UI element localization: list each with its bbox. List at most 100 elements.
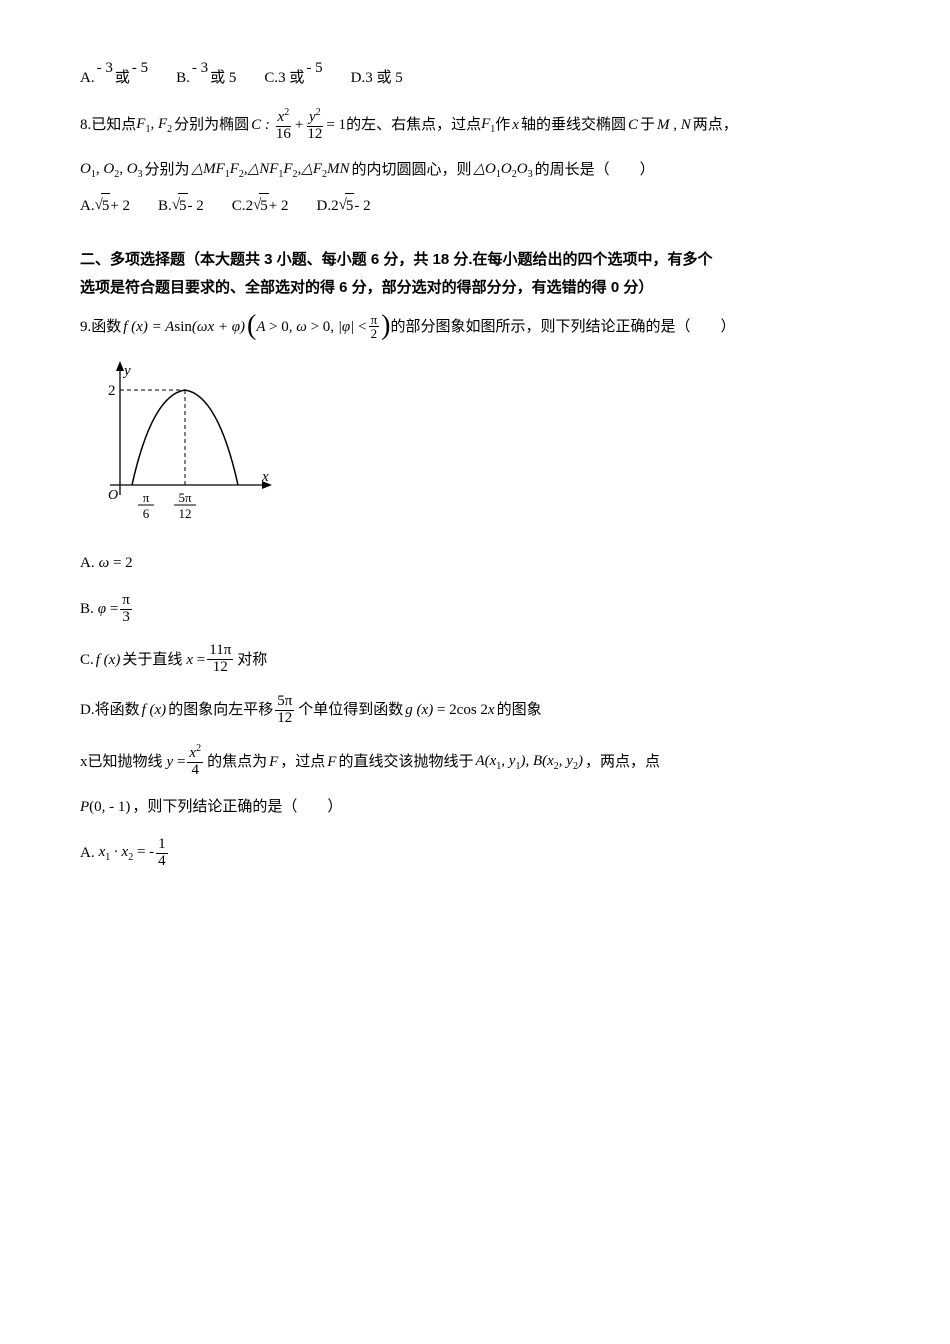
- opt-label: B.: [80, 597, 94, 621]
- var-c2: C: [628, 113, 638, 137]
- tail: + 2: [269, 194, 289, 218]
- svg-text:5π: 5π: [178, 490, 192, 505]
- opt-label: A.: [80, 551, 95, 575]
- text: 作: [495, 113, 510, 137]
- val: - 5: [132, 56, 148, 80]
- frac: 5π 12: [275, 694, 294, 727]
- var-c: C :: [251, 113, 270, 137]
- text: 的焦点为: [207, 750, 267, 774]
- q8-line1: 8. 已知点 F1, F2 分别为椭圆 C : x2 16 + y2 12 = …: [80, 108, 870, 143]
- text: 于: [640, 113, 655, 137]
- expr: ω = 2: [99, 551, 133, 575]
- opt-label: C.: [80, 648, 94, 672]
- q-num: 8.: [80, 113, 91, 137]
- opt-label: C.: [232, 194, 246, 218]
- coef: 2: [331, 194, 339, 218]
- f: f (x): [142, 698, 167, 722]
- opt-label: A.: [80, 841, 95, 865]
- frac-x: x2 16: [274, 108, 293, 143]
- section2-heading: 二、多项选择题（本大题共 3 小题、每小题 6 分，共 18 分.在每小题给出的…: [80, 246, 870, 303]
- q8-opt-c: C. 2 √5 + 2: [232, 193, 289, 218]
- sqrt-icon: √5: [172, 193, 188, 218]
- pts: A(x1, y1), B(x2, y2): [475, 749, 582, 775]
- q9-opt-a: A. ω = 2: [80, 551, 870, 575]
- frac: 11π 12: [207, 643, 233, 676]
- q10-line2: P(0, - 1) ，则下列结论正确的是（ ）: [80, 795, 870, 819]
- q9-graph: 2 y x O π 6 5π 12: [90, 355, 870, 533]
- q8-opt-d: D. 2 √5 - 2: [317, 193, 371, 218]
- sqrt-icon: √5: [253, 193, 269, 218]
- y-axis-label: y: [122, 363, 131, 379]
- q-num: 9.: [80, 315, 91, 339]
- text: ，两点，点: [585, 750, 660, 774]
- triangles: △MF1F2,△NF1F2,△F2MN: [192, 157, 350, 183]
- opt-label: A.: [80, 66, 95, 90]
- text: ，则下列结论正确的是（ ）: [132, 795, 342, 819]
- frac: x2 4: [187, 744, 203, 779]
- q9-stem: 9. 函数 f (x) = Asin(ωx + φ) ( A > 0, ω > …: [80, 313, 870, 341]
- q8-opt-a: A. √5 + 2: [80, 193, 130, 218]
- frac: π 3: [120, 593, 132, 626]
- x-axis-label: x: [261, 469, 269, 485]
- text: 的内切圆圆心，则: [352, 158, 472, 182]
- q9-opt-d: D. 将函数 f (x) 的图象向左平移 5π 12 个单位得到函数 g (x)…: [80, 694, 870, 727]
- tail: - 2: [188, 194, 204, 218]
- tail: 的部分图象如图所示，则下列结论正确的是（ ）: [390, 315, 735, 339]
- val: - 3: [192, 56, 208, 80]
- text: 的图象: [497, 698, 542, 722]
- opt-label: B.: [176, 66, 190, 90]
- text: 已知抛物线: [88, 750, 163, 774]
- lhs: y =: [167, 750, 186, 774]
- q9: 9. 函数 f (x) = Asin(ωx + φ) ( A > 0, ω > …: [80, 313, 870, 727]
- svg-text:π: π: [143, 490, 150, 505]
- text: 的周长是（ ）: [535, 158, 655, 182]
- var-o123: O1, O2, O3: [80, 157, 143, 183]
- sqrt-icon: √5: [339, 193, 355, 218]
- opt-label: D.: [80, 698, 95, 722]
- q9-opt-c: C. f (x) 关于直线 x = 11π 12 对称: [80, 643, 870, 676]
- var-f1f2: F1, F2: [136, 112, 172, 138]
- mid: 或: [115, 66, 130, 90]
- val: - 5: [306, 56, 322, 80]
- text: 的直线交该抛物线于: [338, 750, 473, 774]
- plus: +: [295, 113, 303, 137]
- f: f (x): [96, 648, 121, 672]
- q8-options: A. √5 + 2 B. √5 - 2 C. 2 √5 + 2 D. 2 √5 …: [80, 193, 870, 218]
- q7-opt-a: A. - 3 或 - 5: [80, 66, 148, 90]
- frac-pi2: π2: [369, 313, 380, 341]
- frac-y: y2 12: [305, 108, 324, 143]
- text: 分别为: [145, 158, 190, 182]
- graph-svg: 2 y x O π 6 5π 12: [90, 355, 280, 525]
- q8: 8. 已知点 F1, F2 分别为椭圆 C : x2 16 + y2 12 = …: [80, 108, 870, 218]
- var-mn: M , N: [657, 113, 691, 137]
- opt-label: A.: [80, 194, 95, 218]
- tri-o: △O1O2O3: [474, 157, 533, 183]
- q-num: x: [80, 750, 88, 774]
- lhs: x1 · x2 = -: [99, 840, 155, 866]
- lhs: φ =: [98, 597, 119, 621]
- q9-opt-b: B. φ = π 3: [80, 593, 870, 626]
- tail: + 2: [110, 194, 130, 218]
- text: 对称: [237, 648, 267, 672]
- text: 关于直线: [122, 648, 182, 672]
- section2-line1: 二、多项选择题（本大题共 3 小题、每小题 6 分，共 18 分.在每小题给出的…: [80, 246, 870, 275]
- var-x: x: [512, 113, 519, 137]
- text: 分别为椭圆: [174, 113, 249, 137]
- q8-opt-b: B. √5 - 2: [158, 193, 204, 218]
- opt-label: D.3 或 5: [351, 66, 403, 90]
- pt-p: P(0, - 1): [80, 795, 130, 819]
- cond: A > 0, ω > 0, |φ| <: [256, 315, 366, 339]
- text: ，过点: [280, 750, 325, 774]
- section2-line2: 选项是符合题目要求的、全部选对的得 6 分，部分选对的得部分分，有选错的得 0 …: [80, 274, 870, 303]
- q7-opt-c: C.3 或 - 5: [264, 66, 322, 90]
- opt-label: C.3 或: [264, 66, 304, 90]
- q7-options: A. - 3 或 - 5 B. - 3 或 5 C.3 或 - 5 D.3 或 …: [80, 66, 870, 90]
- opt-label: D.: [317, 194, 332, 218]
- var-f2: F: [327, 750, 336, 774]
- sqrt-icon: √5: [95, 193, 111, 218]
- rparen-icon: ): [381, 315, 390, 337]
- text: 轴的垂线交椭圆: [521, 113, 626, 137]
- val: - 3: [97, 56, 113, 80]
- q10-opt-a: A. x1 · x2 = - 1 4: [80, 837, 870, 870]
- text: 两点，: [693, 113, 738, 137]
